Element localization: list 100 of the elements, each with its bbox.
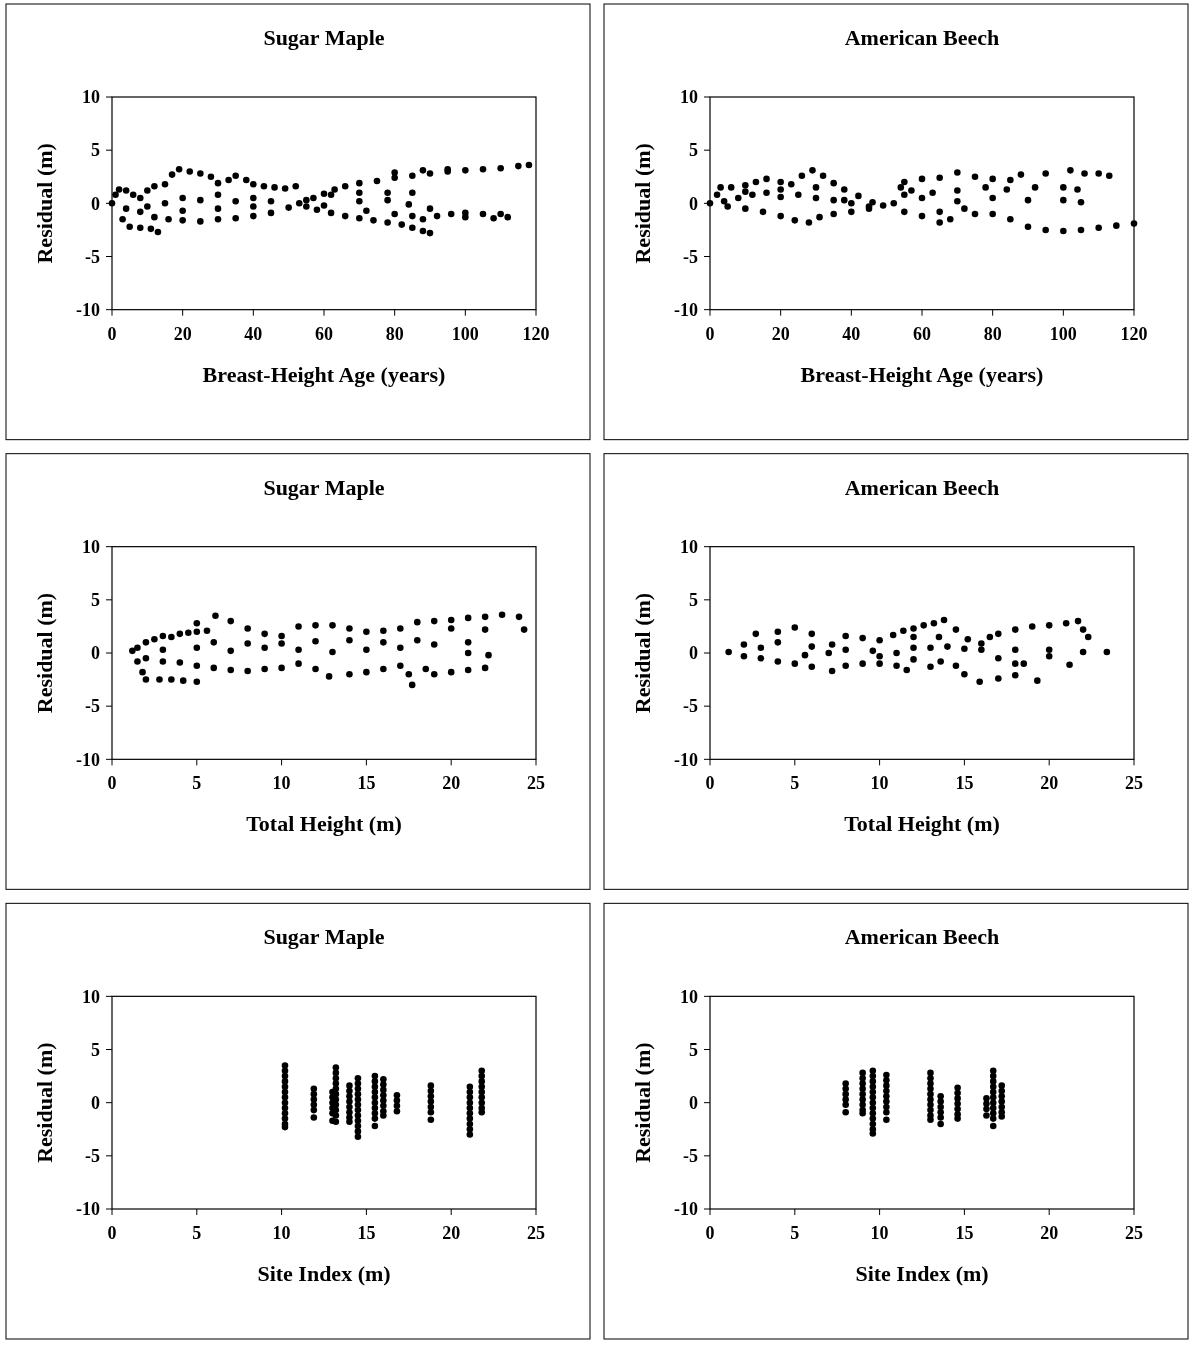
x-tick-label: 15 [357, 1223, 376, 1243]
point [842, 1085, 849, 1093]
point [998, 1098, 1005, 1105]
point [883, 1116, 890, 1123]
point [427, 1116, 435, 1123]
point [859, 1096, 866, 1103]
point [281, 1083, 289, 1090]
x-tick-label: 120 [522, 323, 550, 344]
point [998, 1103, 1005, 1111]
y-tick-label: 10 [680, 536, 698, 557]
y-tick-label: 0 [91, 193, 100, 214]
x-tick-label: 0 [107, 323, 117, 344]
point [842, 1108, 849, 1116]
y-axis-title: Residual (m) [630, 143, 655, 264]
x-tick-label: 25 [1125, 1223, 1143, 1243]
point [371, 1099, 379, 1106]
y-tick-label: -10 [674, 1199, 698, 1220]
x-tick-label: 5 [790, 1223, 800, 1243]
chart-title: Sugar Maple [263, 25, 385, 50]
x-axis-title: Breast-Height Age (years) [800, 361, 1044, 387]
point [954, 1084, 961, 1092]
y-axis-title: Residual (m) [32, 1042, 57, 1163]
y-tick-label: -5 [683, 696, 698, 717]
y-tick-label: -10 [674, 299, 698, 320]
point [346, 1098, 353, 1105]
y-tick-label: 5 [689, 1039, 698, 1060]
point [478, 1099, 486, 1106]
point [346, 1087, 353, 1095]
x-tick-label: 15 [955, 773, 974, 794]
point [346, 1118, 353, 1126]
point [380, 1097, 387, 1104]
y-tick-label: 5 [91, 1039, 100, 1060]
x-tick-label: 25 [527, 773, 545, 794]
point [983, 1100, 990, 1108]
x-tick-label: 40 [244, 323, 263, 344]
point [869, 1099, 877, 1106]
y-tick-label: 0 [91, 643, 100, 664]
point [859, 1069, 866, 1077]
point [927, 1106, 934, 1114]
point [281, 1062, 289, 1069]
x-tick-label: 15 [955, 1223, 974, 1243]
x-tick-label: 20 [442, 773, 461, 794]
point [346, 1082, 353, 1089]
x-tick-label: 20 [442, 1223, 461, 1243]
y-axis-title: Residual (m) [32, 592, 57, 714]
x-tick-label: 10 [272, 1223, 291, 1243]
x-axis-title: Site Index (m) [855, 1261, 989, 1286]
point [883, 1087, 890, 1095]
point [937, 1103, 944, 1111]
y-tick-label: 5 [91, 590, 100, 611]
y-tick-label: 10 [82, 986, 100, 1007]
point [989, 1115, 997, 1122]
point [883, 1082, 890, 1089]
point [842, 1080, 849, 1087]
point [927, 1085, 934, 1093]
point [466, 1131, 474, 1138]
y-tick-label: -5 [85, 1146, 100, 1167]
x-tick-label: 100 [451, 323, 479, 344]
point [427, 1082, 435, 1089]
point [989, 1099, 997, 1106]
y-tick-label: -5 [683, 246, 698, 267]
point [937, 1114, 944, 1121]
point [842, 1096, 849, 1103]
x-tick-label: 5 [192, 773, 202, 794]
y-axis-title: Residual (m) [630, 592, 655, 714]
point [380, 1112, 387, 1119]
x-tick-label: 0 [107, 1223, 117, 1243]
point [954, 1115, 961, 1122]
y-tick-label: 10 [680, 986, 698, 1007]
x-tick-label: 20 [771, 323, 790, 344]
point [954, 1100, 961, 1108]
point [478, 1067, 486, 1075]
point [883, 1103, 890, 1111]
point [354, 1133, 362, 1140]
x-tick-label: 0 [705, 323, 715, 344]
x-tick-label: 20 [1040, 1223, 1059, 1243]
point [859, 1085, 866, 1093]
y-tick-label: 10 [82, 536, 100, 557]
x-tick-label: 80 [983, 323, 1002, 344]
point [281, 1115, 289, 1122]
point [393, 1107, 401, 1115]
point [859, 1080, 866, 1087]
y-tick-label: 0 [689, 1092, 698, 1113]
point [927, 1096, 934, 1103]
x-tick-label: 15 [357, 773, 376, 794]
point [883, 1071, 890, 1079]
y-axis-title: Residual (m) [630, 1042, 655, 1163]
x-tick-label: 120 [1120, 323, 1148, 344]
x-tick-label: 80 [385, 323, 404, 344]
point [281, 1099, 289, 1106]
point [466, 1115, 474, 1122]
point [332, 1112, 340, 1119]
point [859, 1110, 866, 1117]
x-tick-label: 20 [1040, 773, 1059, 794]
point [998, 1082, 1005, 1089]
point [466, 1099, 474, 1106]
y-tick-label: -10 [674, 749, 698, 770]
point [883, 1098, 890, 1105]
x-tick-label: 25 [1125, 773, 1143, 794]
x-tick-label: 25 [527, 1223, 545, 1243]
